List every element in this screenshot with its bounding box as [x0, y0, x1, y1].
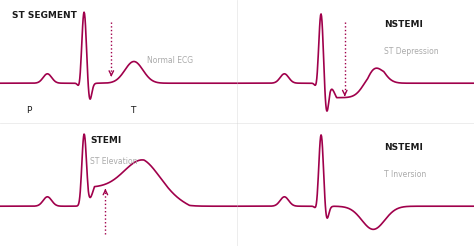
Text: T Inversion: T Inversion	[384, 170, 426, 179]
Text: ST Depression: ST Depression	[384, 47, 438, 56]
Text: ST SEGMENT: ST SEGMENT	[12, 11, 77, 19]
Text: NSTEMI: NSTEMI	[384, 143, 423, 152]
Text: ST Elevation: ST Elevation	[90, 157, 137, 166]
Text: P: P	[26, 106, 31, 115]
Text: STEMI: STEMI	[90, 136, 121, 145]
Text: T: T	[130, 106, 136, 115]
Text: Normal ECG: Normal ECG	[147, 56, 193, 65]
Text: NSTEMI: NSTEMI	[384, 20, 423, 29]
